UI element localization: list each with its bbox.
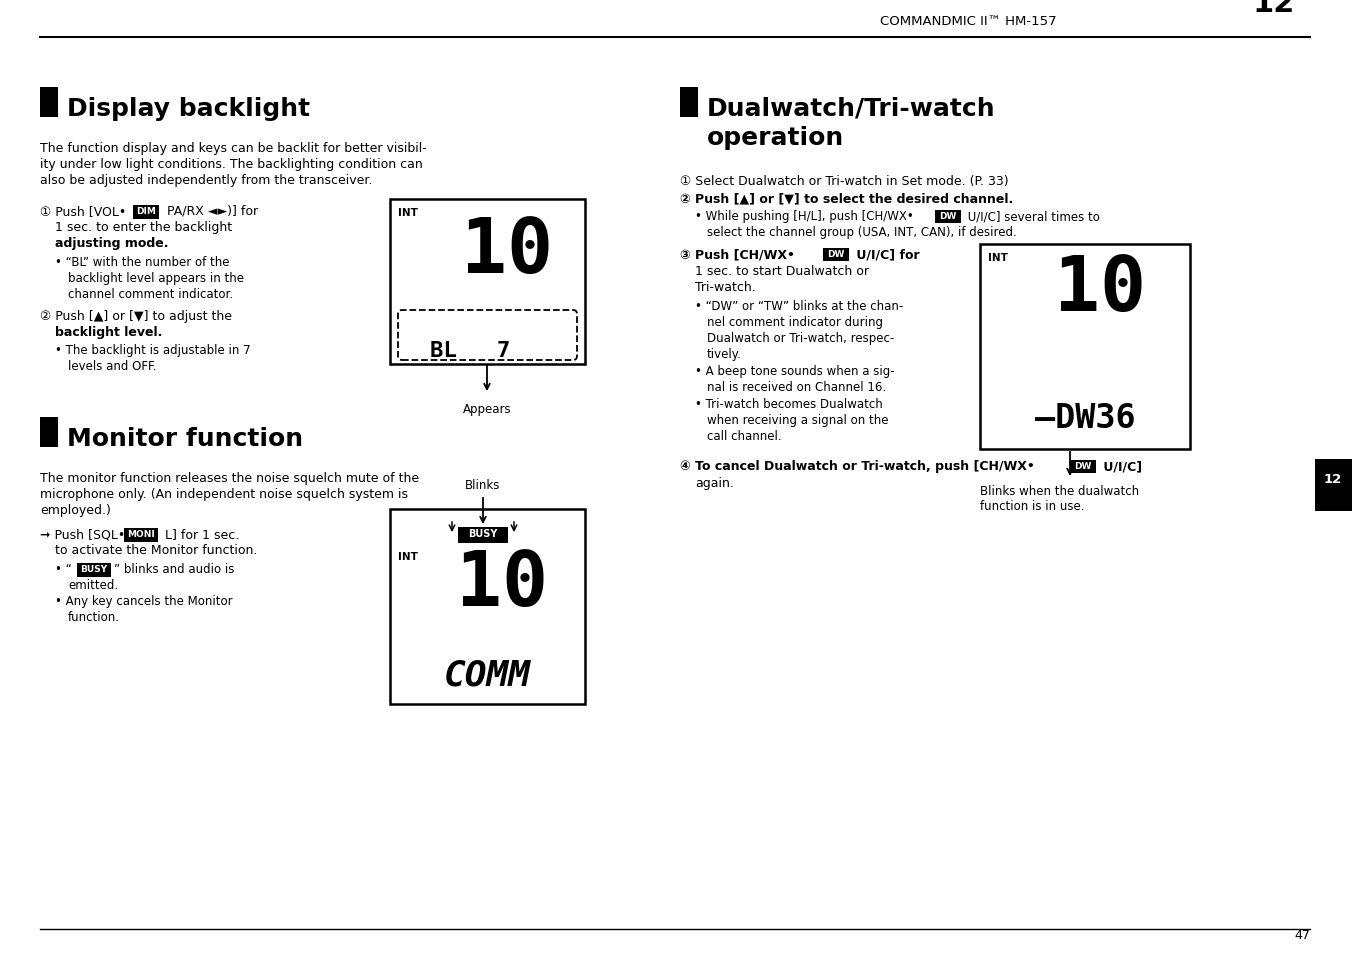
Text: INT: INT xyxy=(397,552,418,561)
Text: again.: again. xyxy=(695,476,734,490)
Bar xyxy=(389,200,585,365)
Text: ② Push [▲] or [▼] to select the desired channel.: ② Push [▲] or [▼] to select the desired … xyxy=(680,192,1013,205)
Text: BL   7: BL 7 xyxy=(430,340,510,360)
Text: ③ Push [CH/WX•: ③ Push [CH/WX• xyxy=(680,248,799,261)
Text: Tri-watch.: Tri-watch. xyxy=(695,281,756,294)
Text: MONI: MONI xyxy=(127,530,155,538)
Bar xyxy=(132,206,160,220)
Bar xyxy=(41,88,58,118)
Text: function is in use.: function is in use. xyxy=(980,499,1084,513)
Text: ” blinks and audio is: ” blinks and audio is xyxy=(114,562,234,576)
Text: Blinks when the dualwatch: Blinks when the dualwatch xyxy=(980,484,1140,497)
Bar xyxy=(980,245,1190,450)
Text: U/I/C]: U/I/C] xyxy=(1099,459,1142,473)
Text: Display backlight: Display backlight xyxy=(68,97,310,121)
Text: 47: 47 xyxy=(1294,928,1310,941)
Text: • A beep tone sounds when a sig-: • A beep tone sounds when a sig- xyxy=(695,365,895,377)
Text: tively.: tively. xyxy=(707,348,742,360)
Text: backlight level.: backlight level. xyxy=(55,326,162,338)
Text: 12: 12 xyxy=(1252,0,1295,18)
Text: microphone only. (An independent noise squelch system is: microphone only. (An independent noise s… xyxy=(41,488,408,500)
Bar xyxy=(389,510,585,704)
Text: U/I/C] for: U/I/C] for xyxy=(852,248,919,261)
Text: • Any key cancels the Monitor: • Any key cancels the Monitor xyxy=(55,595,233,607)
Text: backlight level appears in the: backlight level appears in the xyxy=(68,272,243,285)
Text: PA/RX ◄►)] for: PA/RX ◄►)] for xyxy=(164,205,258,218)
Bar xyxy=(680,88,698,118)
Text: • The backlight is adjustable in 7: • The backlight is adjustable in 7 xyxy=(55,344,250,356)
Text: • While pushing [H/L], push [CH/WX•: • While pushing [H/L], push [CH/WX• xyxy=(695,210,918,223)
Text: channel comment indicator.: channel comment indicator. xyxy=(68,288,233,301)
Text: 1 sec. to enter the backlight: 1 sec. to enter the backlight xyxy=(55,221,233,233)
Text: also be adjusted independently from the transceiver.: also be adjusted independently from the … xyxy=(41,173,372,187)
Text: emitted.: emitted. xyxy=(68,578,118,592)
Text: operation: operation xyxy=(707,126,844,150)
Text: ity under low light conditions. The backlighting condition can: ity under low light conditions. The back… xyxy=(41,158,423,171)
Text: Monitor function: Monitor function xyxy=(68,427,303,451)
Text: 10: 10 xyxy=(456,547,548,621)
Text: to activate the Monitor function.: to activate the Monitor function. xyxy=(55,543,257,557)
Text: L] for 1 sec.: L] for 1 sec. xyxy=(161,527,239,540)
FancyBboxPatch shape xyxy=(397,311,577,360)
Text: call channel.: call channel. xyxy=(707,430,781,442)
Text: The function display and keys can be backlit for better visibil-: The function display and keys can be bac… xyxy=(41,142,427,154)
Text: • Tri-watch becomes Dualwatch: • Tri-watch becomes Dualwatch xyxy=(695,397,883,411)
Text: BUSY: BUSY xyxy=(468,529,498,538)
Text: The monitor function releases the noise squelch mute of the: The monitor function releases the noise … xyxy=(41,472,419,484)
Text: employed.): employed.) xyxy=(41,503,111,517)
Text: • “DW” or “TW” blinks at the chan-: • “DW” or “TW” blinks at the chan- xyxy=(695,299,903,313)
Text: —DW36: —DW36 xyxy=(1034,401,1136,435)
Text: U/I/C] several times to: U/I/C] several times to xyxy=(964,210,1101,223)
Text: Dualwatch/Tri-watch: Dualwatch/Tri-watch xyxy=(707,97,995,121)
Text: • “: • “ xyxy=(55,562,72,576)
Text: Appears: Appears xyxy=(462,402,511,416)
Text: function.: function. xyxy=(68,610,120,623)
Bar xyxy=(823,249,849,262)
Text: 10: 10 xyxy=(461,214,553,289)
Bar xyxy=(1069,460,1096,474)
Bar xyxy=(458,527,508,543)
Text: DIM: DIM xyxy=(137,207,155,215)
Bar xyxy=(124,529,158,542)
Text: DW: DW xyxy=(827,250,845,258)
Text: 10: 10 xyxy=(1055,253,1146,327)
Text: Dualwatch or Tri-watch, respec-: Dualwatch or Tri-watch, respec- xyxy=(707,332,894,345)
Bar xyxy=(77,563,111,578)
Text: select the channel group (USA, INT, CAN), if desired.: select the channel group (USA, INT, CAN)… xyxy=(707,226,1017,239)
Text: DW: DW xyxy=(1075,461,1091,471)
Text: ④ To cancel Dualwatch or Tri-watch, push [CH/WX•: ④ To cancel Dualwatch or Tri-watch, push… xyxy=(680,459,1040,473)
Text: 1 sec. to start Dualwatch or: 1 sec. to start Dualwatch or xyxy=(695,265,869,277)
Text: INT: INT xyxy=(397,208,418,218)
Text: DW: DW xyxy=(940,212,957,221)
Text: adjusting mode.: adjusting mode. xyxy=(55,236,169,250)
Text: • “BL” with the number of the: • “BL” with the number of the xyxy=(55,255,230,269)
Bar xyxy=(1315,459,1352,512)
Text: ① Push [VOL•: ① Push [VOL• xyxy=(41,205,130,218)
Text: ① Select Dualwatch or Tri-watch in Set mode. (P. 33): ① Select Dualwatch or Tri-watch in Set m… xyxy=(680,174,1009,188)
Bar xyxy=(41,417,58,448)
Text: 12: 12 xyxy=(1324,473,1343,486)
Text: when receiving a signal on the: when receiving a signal on the xyxy=(707,414,888,427)
Text: nal is received on Channel 16.: nal is received on Channel 16. xyxy=(707,380,886,394)
Text: Blinks: Blinks xyxy=(465,478,500,492)
Text: COMM: COMM xyxy=(443,659,530,692)
Text: BUSY: BUSY xyxy=(80,564,108,574)
Text: ➞ Push [SQL•: ➞ Push [SQL• xyxy=(41,527,130,540)
Text: nel comment indicator during: nel comment indicator during xyxy=(707,315,883,329)
Text: levels and OFF.: levels and OFF. xyxy=(68,359,157,373)
Text: COMMANDMIC II™ HM-157: COMMANDMIC II™ HM-157 xyxy=(880,15,1057,28)
Text: INT: INT xyxy=(988,253,1007,263)
Bar xyxy=(936,211,961,224)
Text: ② Push [▲] or [▼] to adjust the: ② Push [▲] or [▼] to adjust the xyxy=(41,310,233,323)
